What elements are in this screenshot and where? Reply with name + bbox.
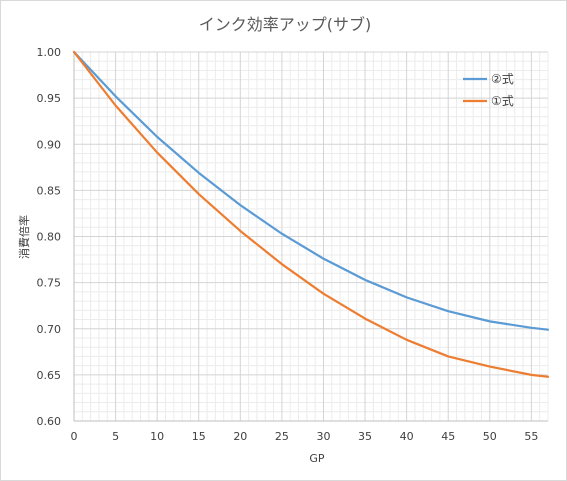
legend-label: ①式 (491, 94, 514, 108)
y-tick-label: 0.95 (37, 92, 62, 105)
y-tick-label: 1.00 (37, 46, 62, 59)
y-axis-label: 消費倍率 (17, 215, 31, 259)
y-tick-label: 0.75 (37, 277, 62, 290)
x-tick-label: 55 (524, 430, 538, 443)
x-tick-label: 15 (192, 430, 206, 443)
gridlines (74, 51, 549, 422)
axes: 0 5 10 15 20 25 30 35 40 45 50 55 0.60 0.65 0.70 0.75 0.… (37, 46, 548, 443)
x-tick-label: 20 (233, 430, 247, 443)
y-tick-label: 0.80 (37, 231, 62, 244)
x-tick-label: 45 (441, 430, 455, 443)
y-tick-label: 0.85 (37, 184, 62, 197)
chart-title: インク効率アップ(サブ) (199, 15, 372, 34)
x-tick-label: 25 (275, 430, 289, 443)
series-lines (72, 50, 550, 378)
x-tick-label: 50 (483, 430, 497, 443)
series-line-1 (72, 50, 550, 331)
legend: ②式 ①式 (463, 72, 514, 108)
x-tick-label: 35 (358, 430, 372, 443)
x-tick-label: 30 (316, 430, 330, 443)
series-line-2 (72, 50, 550, 378)
x-axis-label: GP (309, 452, 325, 465)
x-tick-label: 10 (150, 430, 164, 443)
x-tick-label: 0 (71, 430, 78, 443)
y-tick-label: 0.90 (37, 138, 62, 151)
y-tick-label: 0.60 (37, 415, 62, 428)
y-tick-label: 0.70 (37, 323, 62, 336)
x-tick-label: 40 (400, 430, 414, 443)
x-tick-label: 5 (112, 430, 119, 443)
y-tick-label: 0.65 (37, 369, 62, 382)
legend-label: ②式 (491, 72, 514, 86)
